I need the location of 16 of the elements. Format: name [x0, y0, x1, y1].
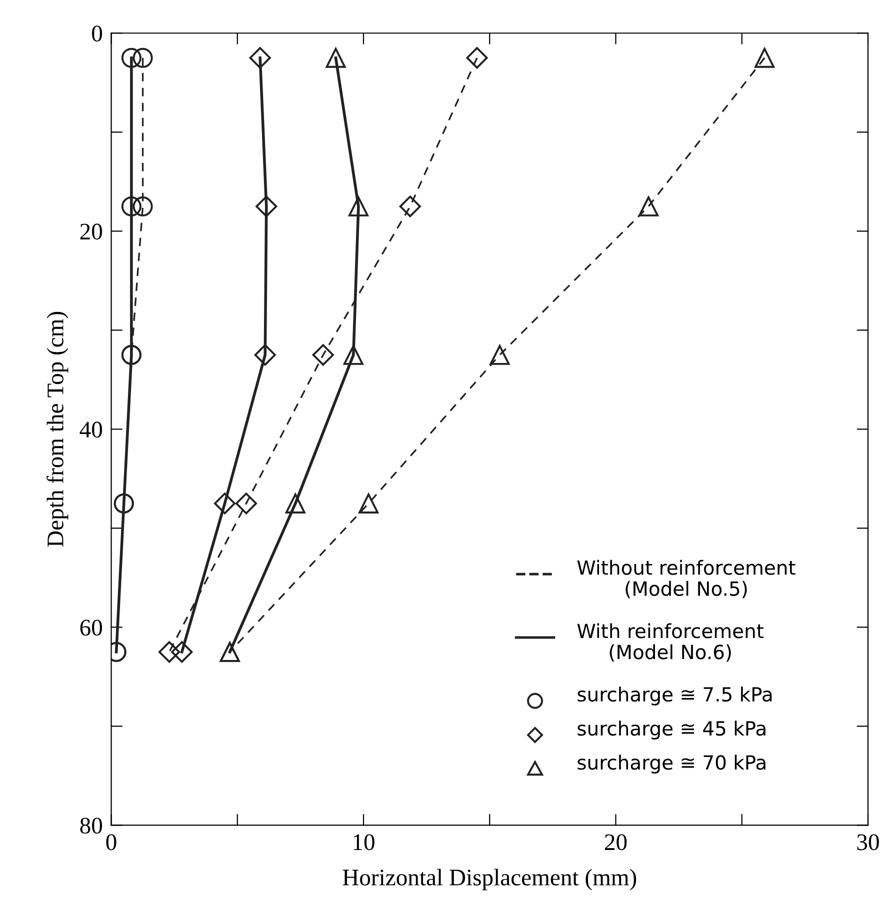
x-tick-label: 30	[857, 834, 879, 850]
y-tick-label: 40	[80, 422, 102, 438]
y-tick-label: 0	[92, 26, 102, 42]
y-tick-label: 20	[80, 224, 102, 240]
x-tick-label: 20	[604, 834, 627, 850]
annotation: Without reinforcement (Model No.5)	[577, 560, 796, 598]
y-tick-label: 60	[80, 620, 102, 636]
annotation: surcharge ≅ 45 kPa	[578, 720, 766, 740]
annotation: With reinforcement (Model No.6)	[577, 623, 764, 662]
annotation: surcharge ≅ 70 kPa	[578, 754, 766, 774]
y-axis-title: Depth from the Top (cm)	[46, 312, 68, 547]
x-tick-label: 0	[106, 834, 116, 850]
x-axis-title: Horizontal Displacement (mm)	[342, 868, 636, 890]
annotation: surcharge ≅ 7.5 kPa	[578, 686, 772, 706]
x-tick-label: 10	[354, 834, 374, 850]
y-tick-label: 80	[80, 818, 102, 834]
